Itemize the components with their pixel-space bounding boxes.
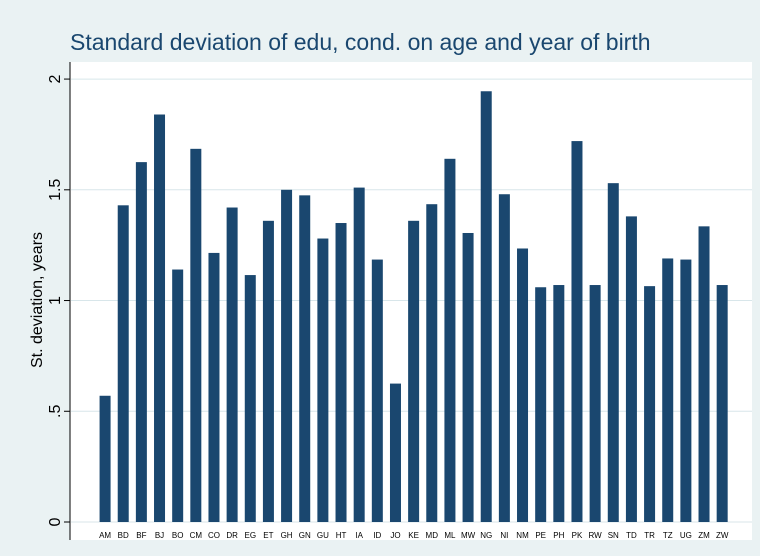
x-tick-label: DR — [226, 531, 238, 540]
bar — [498, 194, 510, 523]
bar — [480, 91, 492, 522]
bar — [462, 232, 474, 523]
x-tick-label: NM — [516, 531, 529, 540]
bar — [517, 248, 529, 522]
bar — [317, 238, 329, 522]
bar — [408, 220, 420, 522]
y-tick-label: 1.5 — [47, 179, 64, 201]
bar — [535, 287, 547, 522]
bar — [444, 158, 456, 523]
bar — [589, 285, 601, 522]
x-tick-label: PE — [535, 531, 546, 540]
chart-title: Standard deviation of edu, cond. on age … — [70, 29, 651, 55]
y-tick-label: 1 — [47, 296, 64, 305]
y-axis-label: St. deviation, years — [29, 232, 46, 368]
bar — [662, 258, 674, 522]
bar — [644, 286, 656, 522]
x-tick-label: SN — [608, 531, 619, 540]
bar — [190, 148, 202, 522]
x-tick-label: BO — [172, 531, 184, 540]
x-tick-label: ID — [373, 531, 381, 540]
x-tick-label: CO — [208, 531, 220, 540]
y-tick-label: 2 — [47, 75, 64, 84]
bar — [389, 383, 401, 522]
bar — [426, 204, 438, 522]
bar — [625, 216, 637, 522]
x-tick-label: NG — [480, 531, 492, 540]
x-tick-label: RW — [589, 531, 603, 540]
x-tick-label: GH — [281, 531, 293, 540]
x-tick-label: TD — [626, 531, 637, 540]
x-tick-label: ET — [263, 531, 273, 540]
bar — [553, 285, 565, 522]
bar — [571, 141, 583, 522]
x-tick-label: NI — [500, 531, 508, 540]
bar — [262, 220, 274, 522]
bar — [281, 189, 293, 522]
bar — [716, 285, 728, 522]
x-tick-label: UG — [680, 531, 692, 540]
x-tick-label: GU — [317, 531, 329, 540]
x-tick-label: ZM — [698, 531, 710, 540]
bar — [244, 275, 256, 522]
x-tick-label: BJ — [155, 531, 164, 540]
bar — [99, 395, 111, 522]
bar — [680, 259, 692, 522]
bar — [226, 207, 238, 522]
bar — [371, 259, 383, 522]
x-tick-label: HT — [336, 531, 347, 540]
bar — [353, 187, 365, 522]
x-tick-label: KE — [408, 531, 419, 540]
x-tick-label: ML — [444, 531, 456, 540]
bar — [117, 205, 129, 522]
bar — [154, 114, 166, 522]
bar — [135, 162, 147, 522]
y-tick-label: 0 — [47, 517, 64, 526]
bar — [172, 269, 184, 522]
x-tick-label: MW — [461, 531, 476, 540]
bar — [607, 183, 619, 522]
x-tick-label: PK — [572, 531, 583, 540]
x-tick-label: BD — [118, 531, 129, 540]
bar — [698, 226, 710, 522]
x-tick-label: PH — [553, 531, 564, 540]
x-tick-label: GN — [299, 531, 311, 540]
x-tick-label: MD — [426, 531, 439, 540]
bar — [335, 223, 347, 522]
x-tick-label: EG — [244, 531, 256, 540]
x-tick-label: JO — [390, 531, 400, 540]
x-tick-label: ZW — [716, 531, 729, 540]
x-tick-label: AM — [99, 531, 111, 540]
x-tick-label: TR — [644, 531, 655, 540]
bar — [299, 195, 311, 522]
x-tick-label: IA — [355, 531, 363, 540]
x-tick-label: BF — [136, 531, 146, 540]
x-tick-label: TZ — [663, 531, 673, 540]
y-tick-label: .5 — [47, 404, 64, 417]
bar — [208, 252, 220, 523]
x-tick-label: CM — [190, 531, 203, 540]
